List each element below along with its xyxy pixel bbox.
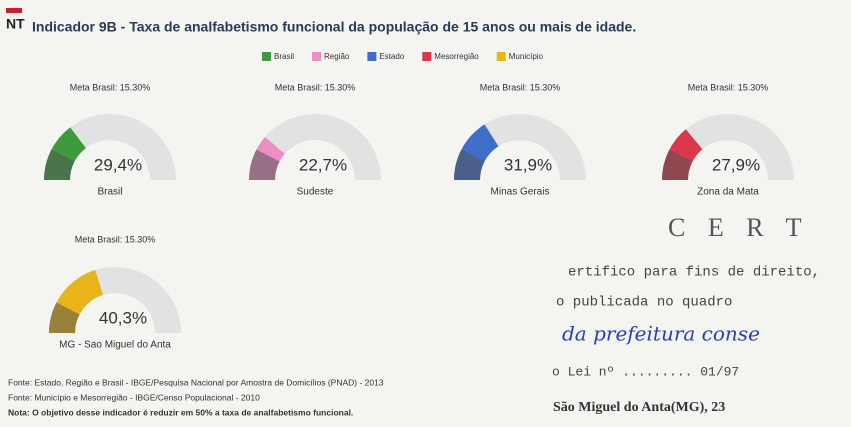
- gauge-value: 22,7%: [299, 155, 347, 174]
- gauge-value: 27,9%: [712, 155, 760, 174]
- note: Nota: O objetivo desse indicador é reduz…: [8, 407, 353, 417]
- source: Fonte: Estado, Região e Brasil - IBGE/Pe…: [8, 377, 384, 387]
- badge-bar: [6, 8, 22, 13]
- target-label: Meta Brasil: 15.30%: [275, 82, 356, 92]
- stamp-heading: C E R T: [668, 213, 809, 242]
- target-label: Meta Brasil: 15.30%: [480, 82, 561, 92]
- gauge-label: Minas Gerais: [491, 187, 550, 198]
- gauge-label: MG - Sao Miguel do Anta: [59, 340, 171, 351]
- legend-swatch: [422, 52, 431, 61]
- gauge-value: 40,3%: [99, 308, 147, 327]
- gauge-label: Sudeste: [297, 187, 334, 198]
- page: NT Indicador 9B - Taxa de analfabetismo …: [0, 0, 851, 427]
- legend-swatch: [262, 52, 271, 61]
- legend-label: Região: [324, 52, 350, 61]
- gauge-label: Zona da Mata: [697, 187, 759, 198]
- gauge-value: 29,4%: [94, 155, 142, 174]
- legend-label: Brasil: [274, 52, 294, 61]
- legend-swatch: [497, 52, 506, 61]
- stamp-line: da prefeitura conse: [562, 322, 760, 346]
- badge: NT: [6, 16, 25, 32]
- target-label: Meta Brasil: 15.30%: [70, 82, 151, 92]
- gauge-value: 31,9%: [504, 155, 552, 174]
- stamp-line: o Lei nº ......... 01/97: [552, 364, 739, 379]
- legend-label: Mesorregião: [434, 52, 479, 61]
- legend-label: Estado: [379, 52, 404, 61]
- target-label: Meta Brasil: 15.30%: [688, 82, 769, 92]
- target-label: Meta Brasil: 15.30%: [75, 234, 156, 244]
- stamp-line: São Miguel do Anta(MG), 23: [553, 400, 725, 415]
- legend-swatch: [367, 52, 376, 61]
- stamp-line: ertifico para fins de direito,: [568, 265, 820, 281]
- legend-label: Município: [509, 52, 544, 61]
- legend-swatch: [312, 52, 321, 61]
- source: Fonte: Município e Mesorregião - IBGE/Ce…: [8, 392, 260, 402]
- stamp-line: o publicada no quadro: [556, 295, 732, 311]
- chart-title: Indicador 9B - Taxa de analfabetismo fun…: [32, 19, 636, 35]
- gauge-label: Brasil: [97, 187, 122, 198]
